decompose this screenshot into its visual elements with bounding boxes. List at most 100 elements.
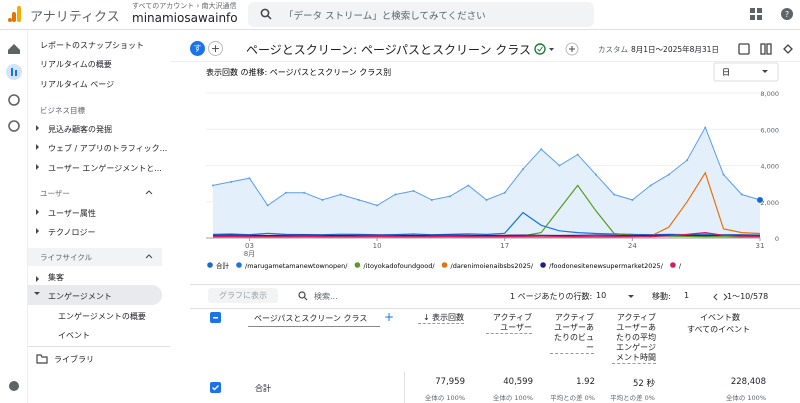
x-month-label: 8月	[244, 250, 255, 258]
y-tick-label: 8,000	[760, 90, 779, 98]
nav-item[interactable]: エンゲージメント	[48, 292, 112, 301]
nav-item[interactable]: ウェブ / アプリのトラフィック...	[48, 144, 168, 153]
nav-subitem[interactable]: エンゲージメントの概要	[58, 312, 146, 321]
sort-arrow: ↓	[423, 313, 430, 322]
point	[540, 148, 543, 151]
point	[376, 204, 379, 207]
point	[503, 191, 506, 194]
nav-item[interactable]: レポートのスナップショット	[40, 41, 144, 50]
granularity-select[interactable]	[713, 62, 779, 82]
point	[266, 204, 269, 207]
rows-select[interactable]: 10	[596, 291, 607, 300]
point	[357, 198, 360, 201]
total-value: 77,959	[435, 377, 465, 387]
plot-rows-button[interactable]: グラフに表示	[208, 288, 278, 303]
legend-swatch	[354, 262, 361, 268]
legend-swatch	[670, 262, 676, 268]
x-tick-label: 17	[500, 242, 509, 250]
search-box[interactable]	[248, 2, 594, 27]
point	[649, 184, 652, 187]
nav-item[interactable]: リアルタイム ページ	[40, 80, 115, 89]
nav-section[interactable]: ユーザー	[40, 189, 70, 198]
add-dimension[interactable]: +	[384, 310, 395, 324]
nav-item[interactable]: ライブラリ	[54, 355, 94, 364]
table-search[interactable]: 検索...	[314, 292, 338, 301]
point	[449, 195, 452, 198]
nav-item[interactable]: 集客	[48, 273, 64, 282]
point	[521, 168, 524, 171]
add-comparison[interactable]: +	[208, 41, 223, 56]
point	[430, 198, 433, 201]
nav-subitem[interactable]: イベント	[58, 331, 90, 340]
property-name[interactable]: minamiosawainfo	[132, 11, 238, 25]
header-icons[interactable]: ?	[750, 7, 794, 21]
pager-icons[interactable]	[628, 293, 728, 301]
checkboxes[interactable]	[210, 312, 222, 402]
legend-item[interactable]: /itoyokadofoundgood/	[354, 262, 436, 270]
point	[339, 193, 342, 196]
rows-label: 1 ページあたりの行数:	[510, 292, 593, 301]
logo	[8, 6, 21, 22]
nav-item[interactable]: 見込み顧客の発掘	[48, 125, 112, 134]
legend-swatch	[236, 262, 242, 268]
report-title: ページとスクリーン: ページパスとスクリーン クラス	[246, 43, 532, 57]
account-path[interactable]: すべてのアカウント › 南大沢通信	[132, 2, 237, 10]
total-value: 40,599	[503, 377, 533, 387]
nav-item[interactable]: ユーザー エンゲージメントと...	[48, 164, 162, 173]
total-sub: 全体の 100%	[725, 394, 766, 402]
point	[412, 189, 415, 192]
column-header[interactable]: アクティブ ユーザーあたりの平均エンゲージメント時間	[612, 313, 656, 364]
legend-swatch	[207, 262, 213, 268]
event-filter[interactable]: すべてのイベント	[687, 325, 751, 334]
point	[558, 164, 561, 167]
active-item-bg	[28, 285, 162, 305]
column-header[interactable]: イベント数	[700, 313, 740, 322]
total-sub: 平均との差 0%	[550, 394, 595, 402]
folder-icon	[36, 354, 48, 364]
nav-section[interactable]: ビジネス目標	[40, 106, 85, 115]
avatar[interactable]: す	[190, 41, 205, 56]
report-tools[interactable]	[738, 42, 796, 56]
column-header[interactable]: アクティブ ユーザーあたりのビュー	[550, 313, 594, 354]
legend-item[interactable]: 合計	[207, 261, 230, 270]
point	[284, 191, 287, 194]
divider	[190, 308, 800, 309]
legend-swatch	[540, 262, 546, 268]
date-range[interactable]: 8月1日～2025年8月31日	[631, 45, 719, 54]
point	[757, 196, 763, 203]
svg-text:?: ?	[785, 10, 789, 19]
nav-item[interactable]: ユーザー属性	[48, 209, 96, 218]
point	[230, 180, 233, 183]
column-header[interactable]: アクティブ ユーザー	[486, 313, 532, 334]
point	[248, 177, 251, 180]
point	[321, 198, 324, 201]
report-bar	[170, 30, 800, 62]
column-header[interactable]: 表示回数	[418, 313, 464, 324]
legend-label: /itoyokadofoundgood/	[363, 262, 435, 270]
point	[667, 173, 670, 176]
y-tick-label: 0	[775, 235, 779, 243]
legend-item[interactable]: /foodonesitenewsupermarket2025/	[540, 262, 664, 270]
top-bar	[0, 0, 800, 30]
nav-item[interactable]: テクノロジー	[48, 228, 96, 237]
legend-item[interactable]: /	[670, 262, 682, 270]
total-sub: 平均との差 0%	[610, 394, 655, 402]
nav-section[interactable]: ライフサイクル	[40, 253, 93, 262]
goto-label: 移動:	[652, 292, 671, 301]
rail-icons[interactable]	[4, 38, 24, 398]
dropdown-arrow	[762, 70, 768, 73]
legend-item[interactable]: /darenimoienaibsbs2025/	[441, 262, 534, 270]
search-icon	[260, 8, 272, 20]
y-tick-label: 2,000	[760, 199, 779, 207]
legend-item[interactable]: /marugametamanewtownopen/	[236, 262, 348, 270]
total-value: 52 秒	[632, 379, 655, 389]
legend-label: /foodonesitenewsupermarket2025/	[549, 262, 664, 270]
point	[740, 193, 743, 196]
point	[722, 173, 725, 176]
goto-input[interactable]: 1	[684, 291, 690, 300]
title-icons[interactable]	[533, 42, 579, 56]
point	[631, 198, 634, 201]
nav-item[interactable]: リアルタイムの概要	[40, 60, 112, 69]
dimension-select[interactable]: ページパスとスクリーン クラス	[248, 313, 380, 327]
